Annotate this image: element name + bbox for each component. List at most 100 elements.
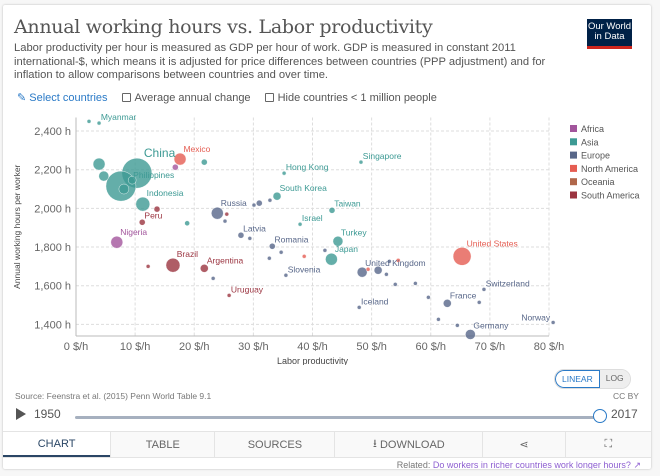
scale-toggle: LINEAR LOG <box>554 369 631 389</box>
point-label: Philippines <box>133 170 174 180</box>
checkbox-icon <box>121 92 131 102</box>
data-point <box>281 170 287 176</box>
y-tick-label: 2,200 h <box>34 165 71 177</box>
data-point <box>322 248 328 253</box>
checkbox-label: Average annual change <box>134 91 251 104</box>
point-label: United Kingdom <box>365 258 425 268</box>
data-point <box>184 220 190 226</box>
legend-swatch <box>570 125 577 132</box>
data-point <box>387 259 392 264</box>
timeline-slider[interactable] <box>75 416 600 419</box>
select-countries-button[interactable]: ✎ Select countries <box>17 91 108 104</box>
data-point <box>172 163 179 171</box>
x-tick-label: 50 $/h <box>356 341 387 353</box>
chart-subtitle: Labor productivity per hour is measured … <box>14 42 546 81</box>
y-axis-label: Annual working hours per worker <box>12 164 22 288</box>
data-point <box>118 183 130 195</box>
data-point <box>481 287 487 292</box>
hide-small-countries-checkbox[interactable]: Hide countries < 1 million people <box>264 91 437 104</box>
legend-label: Oceania <box>581 177 615 187</box>
legend-label: North America <box>581 164 638 174</box>
checkbox-label: Hide countries < 1 million people <box>277 91 437 104</box>
legend-swatch <box>570 178 577 186</box>
linear-scale-button[interactable]: LINEAR <box>555 370 600 388</box>
log-scale-button[interactable]: LOG <box>599 370 630 388</box>
data-point <box>96 120 102 126</box>
legend-swatch <box>570 164 577 172</box>
data-point <box>325 253 338 266</box>
source-note[interactable]: Source: Feenstra et al. (2015) Penn Worl… <box>15 391 212 401</box>
data-point <box>145 264 151 269</box>
data-point <box>426 295 431 300</box>
data-point <box>165 258 181 273</box>
related-prefix: Related: <box>396 460 431 469</box>
checkbox-icon <box>264 92 274 102</box>
chart-controls: ✎ Select countries Average annual change… <box>17 91 437 105</box>
point-label: Romania <box>274 234 308 244</box>
chart-card: Annual working hours vs. Labor productiv… <box>3 5 651 469</box>
y-tick-label: 1,600 h <box>34 281 71 293</box>
point-label: Mexico <box>183 144 210 154</box>
share-icon: ⋖ <box>519 439 529 451</box>
data-point <box>278 250 284 255</box>
owid-logo[interactable]: Our World in Data <box>587 19 632 49</box>
download-icon: ⭳ <box>373 438 380 450</box>
data-point <box>393 282 398 287</box>
x-tick-label: 10 $/h <box>120 341 151 353</box>
data-point <box>224 211 229 217</box>
data-point <box>356 266 368 278</box>
data-point <box>127 175 137 185</box>
play-icon[interactable] <box>16 408 26 420</box>
point-label: Israel <box>302 213 323 223</box>
data-point <box>201 158 208 166</box>
share-button[interactable]: ⋖ <box>482 432 565 457</box>
data-point <box>135 196 151 212</box>
data-point <box>550 320 556 325</box>
data-point <box>455 323 460 328</box>
point-label: Norway <box>521 312 551 322</box>
y-tick-label: 2,400 h <box>34 126 71 138</box>
point-label: Nigeria <box>120 227 147 237</box>
external-link-icon[interactable]: ↗ <box>633 460 641 469</box>
data-point <box>332 236 344 247</box>
data-point <box>237 232 245 239</box>
timeline-handle[interactable] <box>593 409 607 423</box>
data-point <box>92 157 106 171</box>
related-link[interactable]: Do workers in richer countries work long… <box>432 460 631 469</box>
point-label: Brazil <box>177 249 198 259</box>
tab-sources[interactable]: SOURCES <box>214 432 335 457</box>
data-point <box>211 207 224 220</box>
scatter-plot: 1,400 h 1,600 h 1,800 h 2,000 h 2,200 h 2,400… <box>12 112 640 365</box>
data-point <box>302 254 307 259</box>
average-annual-change-checkbox[interactable]: Average annual change <box>121 91 251 104</box>
x-tick-label: 70 $/h <box>475 341 506 353</box>
point-label: Peru <box>144 210 162 220</box>
x-tick-label: 20 $/h <box>179 341 210 353</box>
data-point <box>272 191 282 201</box>
data-point <box>283 273 289 278</box>
tab-table[interactable]: TABLE <box>110 432 215 457</box>
point-label: Taiwan <box>334 198 361 208</box>
data-point <box>373 266 383 275</box>
license[interactable]: CC BY <box>613 391 639 401</box>
point-label: Latvia <box>243 223 266 233</box>
data-point <box>413 281 418 286</box>
x-tick-label: 30 $/h <box>238 341 269 353</box>
fullscreen-icon: ⛶ <box>604 438 613 450</box>
data-point <box>477 300 482 305</box>
point-label: Singapore <box>363 151 402 161</box>
select-countries-label: Select countries <box>29 92 108 104</box>
data-point <box>384 272 389 277</box>
point-label: Hong Kong <box>286 162 329 172</box>
fullscreen-button[interactable]: ⛶ <box>564 432 651 457</box>
point-label: Russia <box>221 198 247 208</box>
x-tick-label: 80 $/h <box>534 341 565 353</box>
tab-chart[interactable]: CHART <box>3 432 111 457</box>
point-label: Uruguay <box>231 284 264 294</box>
data-point <box>222 218 228 224</box>
tab-download-label: DOWNLOAD <box>379 438 445 451</box>
tab-download[interactable]: ⭳ DOWNLOAD <box>334 432 483 457</box>
pencil-icon: ✎ <box>17 92 27 104</box>
legend-label: Africa <box>581 124 604 134</box>
data-point <box>256 199 263 207</box>
